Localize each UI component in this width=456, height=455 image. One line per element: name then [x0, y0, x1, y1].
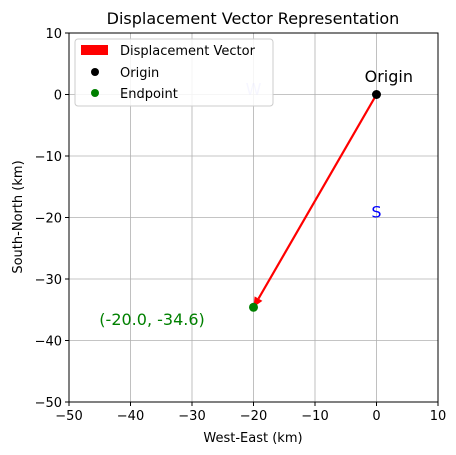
y-tick-label: −30 [35, 273, 62, 288]
x-tick-label: −40 [117, 409, 144, 424]
x-tick-label: −50 [55, 409, 82, 424]
chart-title: Displacement Vector Representation [107, 9, 400, 28]
legend-origin-label: Origin [120, 66, 159, 81]
annotation-label: Origin [365, 67, 413, 86]
annotation-label: S [371, 202, 381, 221]
legend: Displacement Vector Origin Endpoint [74, 38, 274, 107]
x-tick-label: −10 [301, 409, 328, 424]
legend-endpoint-label: Endpoint [120, 87, 178, 102]
endpoint-point [249, 302, 258, 312]
x-axis-label: West-East (km) [203, 431, 302, 446]
legend-origin-marker [91, 68, 99, 76]
x-tick-label: −30 [178, 409, 205, 424]
legend-vector-label: Displacement Vector [120, 44, 256, 59]
displacement-vector-line [257, 93, 378, 300]
plot-area: Origin(-20.0, -34.6)SW [99, 67, 413, 329]
y-tick-label: 10 [45, 27, 62, 42]
y-tick-label: 0 [54, 89, 62, 104]
x-tick-label: 10 [430, 409, 447, 424]
x-tick-label: 0 [372, 409, 380, 424]
legend-endpoint-marker [91, 89, 99, 97]
y-tick-label: −10 [35, 150, 62, 165]
origin-point [372, 90, 381, 99]
annotation-label: (-20.0, -34.6) [99, 310, 204, 329]
y-tick-label: −40 [35, 335, 62, 350]
tick-labels: −50 −40 −30 −20 −10 0 10 −50 −40 −30 −20 −10 0 10 [35, 27, 447, 424]
plot-frame [68, 32, 439, 403]
legend-vector-swatch [81, 45, 108, 55]
y-axis-label: South-North (km) [11, 160, 26, 273]
y-tick-label: −20 [35, 212, 62, 227]
x-tick-label: −20 [240, 409, 267, 424]
legend-box [74, 38, 274, 107]
y-tick-label: −50 [35, 396, 62, 411]
